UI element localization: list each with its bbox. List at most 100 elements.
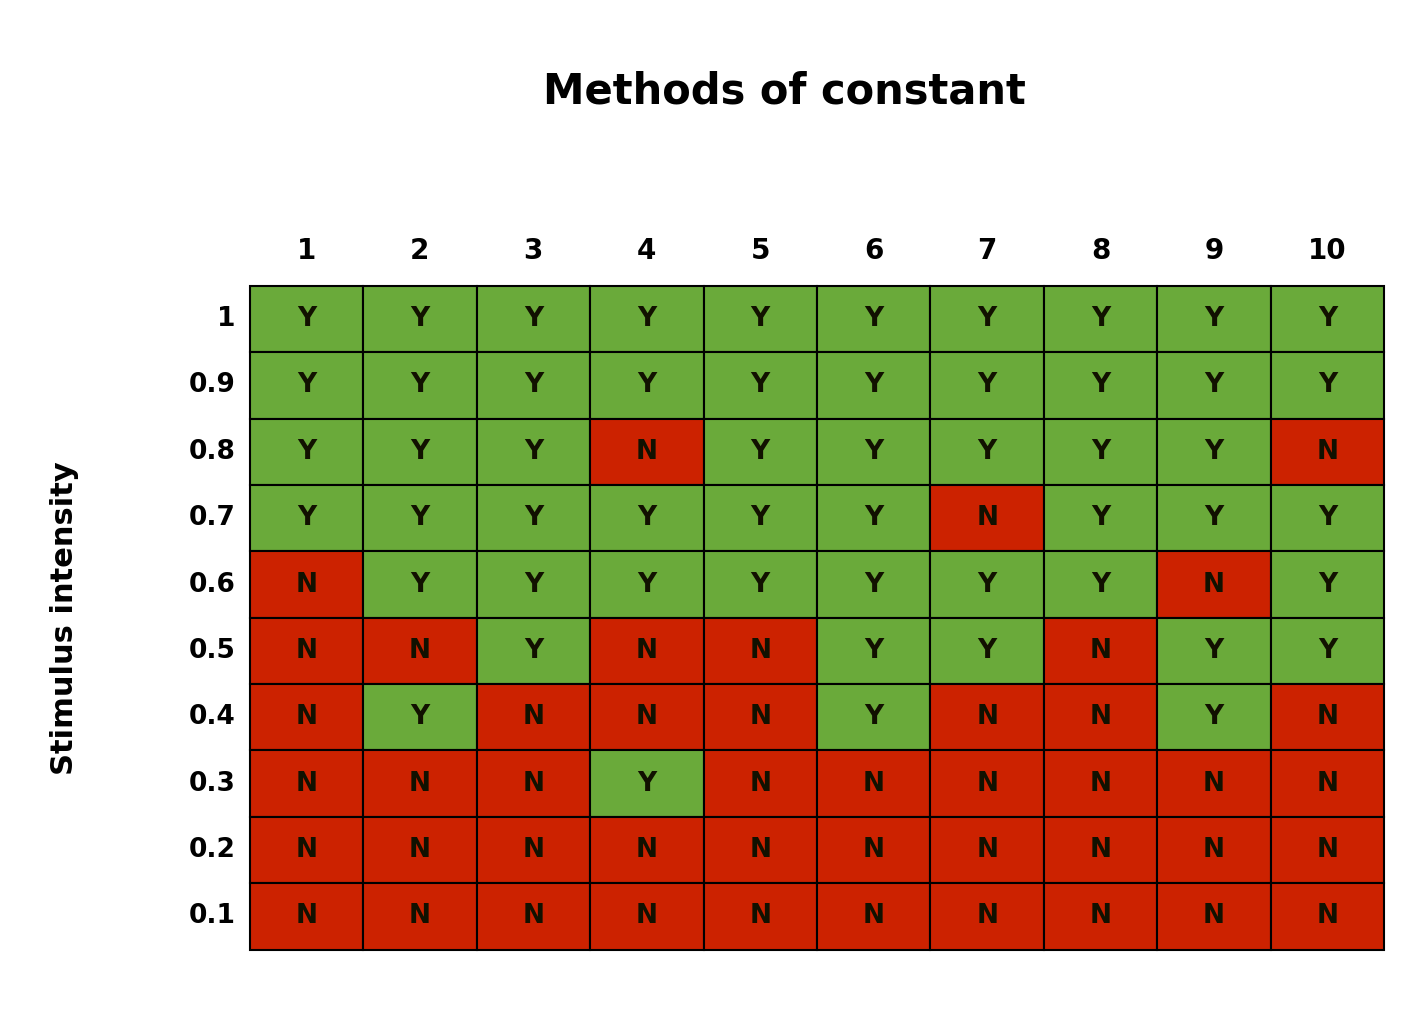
- Text: N: N: [295, 572, 317, 597]
- Text: Y: Y: [1092, 572, 1110, 597]
- Text: N: N: [1317, 837, 1339, 863]
- Bar: [477, 419, 589, 485]
- Bar: [477, 750, 589, 817]
- Bar: [930, 419, 1043, 485]
- Text: 6: 6: [863, 238, 883, 265]
- Bar: [704, 419, 816, 485]
- Bar: [1157, 684, 1270, 750]
- Bar: [1270, 485, 1384, 551]
- Text: Y: Y: [297, 306, 315, 332]
- Bar: [1043, 419, 1157, 485]
- Text: N: N: [976, 505, 997, 531]
- Bar: [1270, 419, 1384, 485]
- Bar: [1043, 817, 1157, 883]
- Text: N: N: [749, 771, 771, 796]
- Text: Y: Y: [411, 572, 430, 597]
- Bar: [589, 551, 704, 618]
- Text: 0.6: 0.6: [188, 572, 235, 597]
- Text: Y: Y: [1204, 306, 1223, 332]
- Text: N: N: [410, 904, 431, 929]
- Bar: [250, 286, 362, 352]
- Bar: [477, 817, 589, 883]
- Text: Stimulus intensity: Stimulus intensity: [50, 460, 78, 775]
- Bar: [816, 618, 930, 684]
- Bar: [1270, 883, 1384, 950]
- Text: N: N: [976, 704, 997, 730]
- Bar: [930, 883, 1043, 950]
- Bar: [250, 618, 362, 684]
- Bar: [477, 618, 589, 684]
- Text: 10: 10: [1309, 238, 1347, 265]
- Bar: [1157, 750, 1270, 817]
- Bar: [589, 485, 704, 551]
- Bar: [1043, 750, 1157, 817]
- Text: Methods of constant: Methods of constant: [544, 70, 1026, 113]
- Text: N: N: [636, 439, 658, 465]
- Text: Y: Y: [297, 439, 315, 465]
- Text: Y: Y: [751, 439, 769, 465]
- Text: Y: Y: [411, 439, 430, 465]
- Bar: [250, 551, 362, 618]
- Text: N: N: [1203, 837, 1224, 863]
- Bar: [250, 883, 362, 950]
- Text: Y: Y: [524, 638, 542, 664]
- Bar: [704, 750, 816, 817]
- Bar: [1270, 286, 1384, 352]
- Bar: [1270, 551, 1384, 618]
- Bar: [1043, 286, 1157, 352]
- Text: Y: Y: [1204, 704, 1223, 730]
- Text: Y: Y: [977, 572, 996, 597]
- Bar: [816, 419, 930, 485]
- Text: N: N: [1317, 704, 1339, 730]
- Bar: [362, 419, 477, 485]
- Text: N: N: [976, 771, 997, 796]
- Bar: [1157, 286, 1270, 352]
- Text: N: N: [749, 638, 771, 664]
- Text: Y: Y: [751, 306, 769, 332]
- Bar: [362, 485, 477, 551]
- Bar: [704, 817, 816, 883]
- Text: Y: Y: [638, 572, 656, 597]
- Text: 0.4: 0.4: [188, 704, 235, 730]
- Bar: [1157, 817, 1270, 883]
- Bar: [930, 551, 1043, 618]
- Text: Y: Y: [1319, 505, 1337, 531]
- Bar: [816, 750, 930, 817]
- Text: Y: Y: [865, 704, 883, 730]
- Text: N: N: [1317, 771, 1339, 796]
- Text: N: N: [522, 837, 544, 863]
- Bar: [1043, 618, 1157, 684]
- Bar: [362, 684, 477, 750]
- Bar: [704, 551, 816, 618]
- Bar: [477, 286, 589, 352]
- Text: Y: Y: [1204, 373, 1223, 398]
- Text: N: N: [1090, 904, 1112, 929]
- Bar: [362, 817, 477, 883]
- Text: N: N: [410, 771, 431, 796]
- Bar: [816, 352, 930, 419]
- Text: Y: Y: [1092, 306, 1110, 332]
- Bar: [589, 352, 704, 419]
- Bar: [589, 419, 704, 485]
- Text: 5: 5: [751, 238, 771, 265]
- Text: 0.2: 0.2: [188, 837, 235, 863]
- Text: Y: Y: [638, 771, 656, 796]
- Text: N: N: [1090, 704, 1112, 730]
- Bar: [589, 883, 704, 950]
- Text: N: N: [1317, 439, 1339, 465]
- Text: Y: Y: [865, 572, 883, 597]
- Text: Y: Y: [297, 505, 315, 531]
- Text: Y: Y: [638, 306, 656, 332]
- Text: Y: Y: [1092, 505, 1110, 531]
- Bar: [1270, 817, 1384, 883]
- Bar: [477, 883, 589, 950]
- Bar: [589, 618, 704, 684]
- Bar: [704, 883, 816, 950]
- Text: N: N: [410, 638, 431, 664]
- Bar: [589, 750, 704, 817]
- Text: Y: Y: [1319, 306, 1337, 332]
- Text: N: N: [636, 704, 658, 730]
- Text: Y: Y: [1319, 572, 1337, 597]
- Bar: [816, 817, 930, 883]
- Bar: [362, 286, 477, 352]
